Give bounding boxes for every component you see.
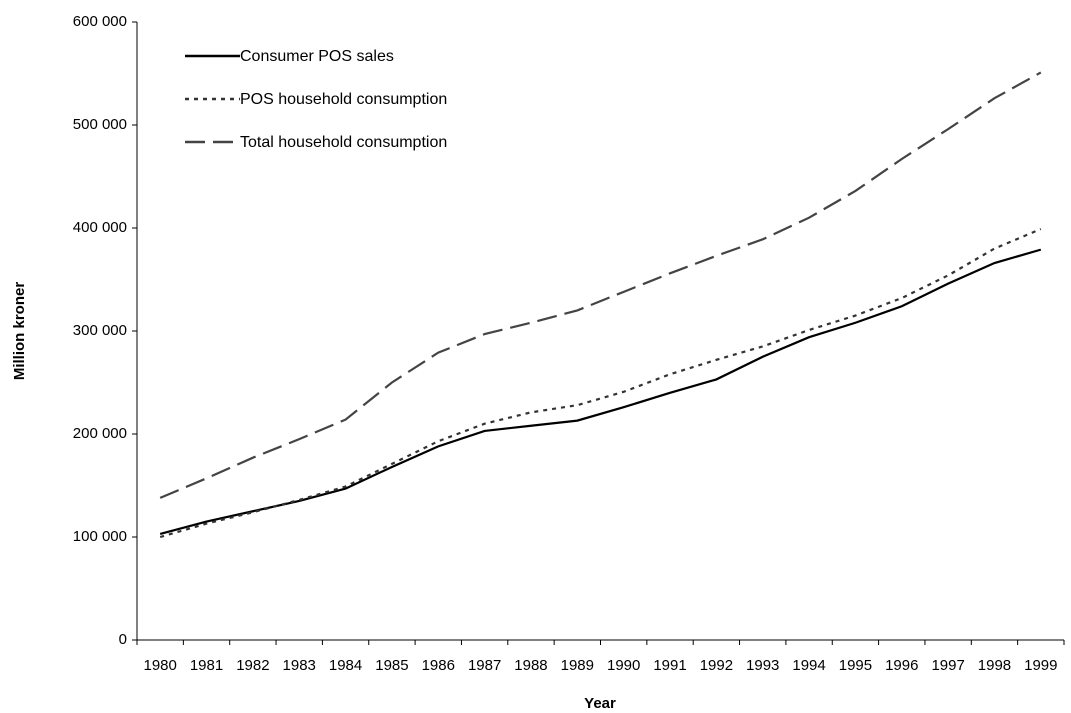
legend-label: POS household consumption xyxy=(240,91,447,108)
x-tick-label: 1985 xyxy=(375,657,408,674)
x-tick-label: 1987 xyxy=(468,657,501,674)
y-tick-label: 400 000 xyxy=(73,219,127,236)
y-tick-label: 200 000 xyxy=(73,425,127,442)
legend-label: Consumer POS sales xyxy=(240,48,394,65)
y-tick-label: 0 xyxy=(119,631,127,648)
x-tick-label: 1995 xyxy=(839,657,872,674)
y-tick-label: 300 000 xyxy=(73,322,127,339)
x-tick-label: 1983 xyxy=(283,657,316,674)
x-tick-label: 1998 xyxy=(978,657,1011,674)
x-tick-label: 1991 xyxy=(653,657,686,674)
x-tick-label: 1999 xyxy=(1024,657,1057,674)
x-tick-label: 1984 xyxy=(329,657,362,674)
x-tick-label: 1997 xyxy=(931,657,964,674)
x-tick-label: 1996 xyxy=(885,657,918,674)
x-tick-label: 1982 xyxy=(236,657,269,674)
x-tick-label: 1986 xyxy=(422,657,455,674)
x-tick-label: 1981 xyxy=(190,657,223,674)
x-tick-label: 1980 xyxy=(143,657,176,674)
y-tick-label: 100 000 xyxy=(73,528,127,545)
x-tick-label: 1992 xyxy=(700,657,733,674)
x-tick-label: 1990 xyxy=(607,657,640,674)
series-line xyxy=(159,71,1042,499)
x-tick-label: 1988 xyxy=(514,657,547,674)
y-tick-label: 500 000 xyxy=(73,116,127,133)
y-axis-title: Million kroner xyxy=(11,282,28,381)
x-axis-title: Year xyxy=(584,695,616,712)
x-tick-label: 1993 xyxy=(746,657,779,674)
x-tick-label: 1994 xyxy=(792,657,825,674)
series-line xyxy=(159,228,1042,539)
x-tick-label: 1989 xyxy=(561,657,594,674)
y-tick-label: 600 000 xyxy=(73,13,127,30)
legend-label: Total household consumption xyxy=(240,134,447,151)
series-line xyxy=(159,248,1042,535)
